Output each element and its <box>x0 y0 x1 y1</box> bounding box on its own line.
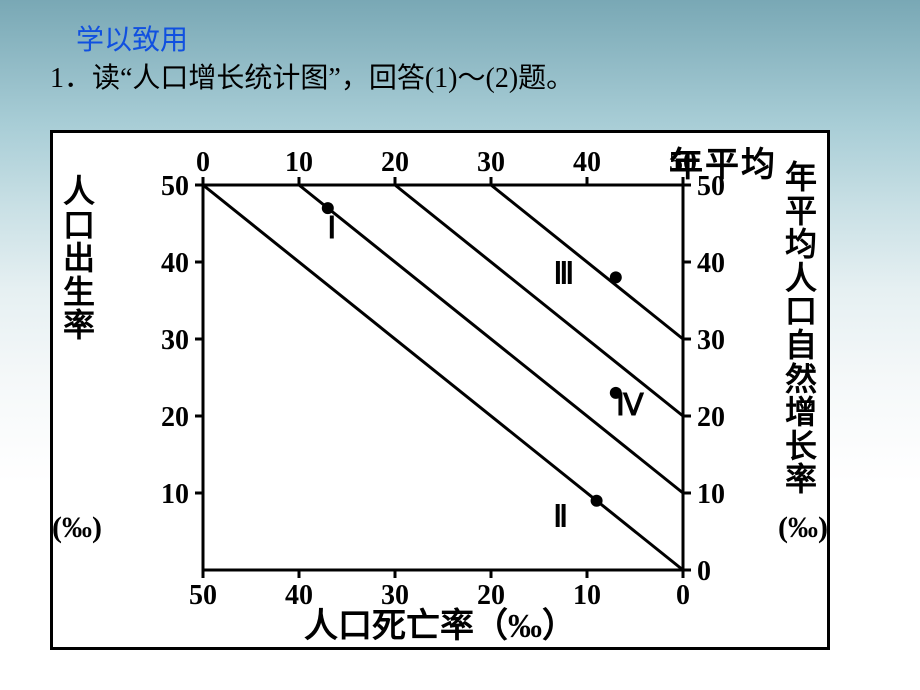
y-left-tick-label: 30 <box>161 325 189 356</box>
data-point-label: Ⅰ <box>327 212 336 245</box>
y-left-tick-label: 20 <box>161 402 189 433</box>
iso-line <box>203 185 683 570</box>
data-point-label: Ⅲ <box>553 257 574 290</box>
question-text: 1．读“人口增长统计图”，回答(1)～(2)题。 <box>50 56 574 96</box>
x-top-tick-label: 0 <box>196 147 210 178</box>
data-point-label: Ⅳ <box>616 389 645 422</box>
y-left-tick-label: 40 <box>161 248 189 279</box>
y-left-unit: (‰) <box>47 511 107 545</box>
data-point-label: Ⅱ <box>553 501 568 534</box>
y-right-tick-label: 30 <box>697 325 725 356</box>
chart-container: 人口出生率 (‰) 年平均人口自然增长率 (‰) 年平均 人口死亡率（‰） 50… <box>50 130 830 650</box>
x-top-tick-label: 20 <box>381 147 409 178</box>
iso-line <box>299 185 683 493</box>
y-left-label: 人口出生率 <box>61 175 97 343</box>
y-right-tick-label: 10 <box>697 479 725 510</box>
y-right-tick-label: 40 <box>697 248 725 279</box>
data-point <box>591 495 603 507</box>
iso-line <box>395 185 683 416</box>
x-top-label-suffix: 年平均 <box>669 137 777 186</box>
y-right-tick-label: 20 <box>697 402 725 433</box>
x-top-tick-label: 10 <box>285 147 313 178</box>
x-bottom-label: 人口死亡率（‰） <box>53 598 827 647</box>
iso-line <box>491 185 683 339</box>
y-right-tick-label: 0 <box>697 556 711 587</box>
x-top-tick-label: 30 <box>477 147 505 178</box>
chart-svg: 5040302010010203040505040302010050403020… <box>53 133 827 647</box>
y-left-tick-label: 10 <box>161 479 189 510</box>
y-left-tick-label: 50 <box>161 171 189 202</box>
x-top-tick-label: 40 <box>573 147 601 178</box>
header-title: 学以致用 <box>76 18 188 58</box>
y-right-unit: (‰) <box>773 511 833 545</box>
data-point <box>610 271 622 283</box>
y-right-label: 年平均人口自然增长率 <box>783 161 819 497</box>
